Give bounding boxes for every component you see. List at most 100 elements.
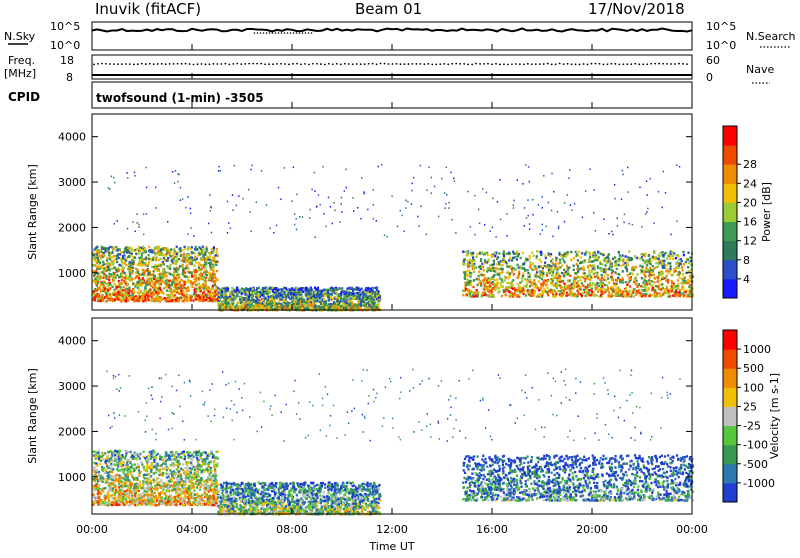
echo-cell xyxy=(128,292,130,294)
echo-cell xyxy=(148,254,150,256)
echo-cell xyxy=(671,285,673,287)
nave-dot xyxy=(384,63,386,65)
nsky-label: N.Sky xyxy=(4,30,36,43)
echo-cell xyxy=(206,274,208,276)
echo-cell xyxy=(142,246,144,248)
echo-cell xyxy=(242,288,244,290)
echo-cell xyxy=(554,276,556,278)
echo-cell xyxy=(589,256,591,258)
echo-cell xyxy=(170,248,172,250)
echo-cell xyxy=(171,260,173,262)
echo-cell xyxy=(636,257,638,259)
echo-cell xyxy=(309,299,311,301)
echo-cell xyxy=(93,254,95,256)
echo-cell xyxy=(136,249,138,251)
echo-cell xyxy=(643,269,645,271)
echo-cell xyxy=(346,295,348,297)
echo-cell xyxy=(538,289,540,291)
echo-cell xyxy=(201,264,203,266)
echo-cell xyxy=(545,290,547,292)
echo-cell xyxy=(577,285,579,287)
echo-cell xyxy=(540,283,542,285)
echo-cell xyxy=(550,267,552,269)
echo-cell xyxy=(325,295,327,297)
echo-cell xyxy=(666,285,668,287)
echo-cell xyxy=(100,289,102,291)
echo-cell xyxy=(504,279,506,281)
echo-cell xyxy=(121,282,123,284)
nave-dot xyxy=(483,63,485,65)
echo-cell xyxy=(176,253,178,255)
echo-cell xyxy=(225,300,227,302)
echo-cell xyxy=(150,290,152,292)
echo-cell xyxy=(660,289,662,291)
echo-cell xyxy=(509,257,511,259)
echo-cell xyxy=(155,281,157,283)
echo-cell xyxy=(114,283,116,285)
echo-cell xyxy=(496,263,498,265)
echo-cell xyxy=(669,295,671,297)
echo-cell xyxy=(142,269,144,271)
echo-cell xyxy=(545,280,547,282)
echo-cell xyxy=(214,280,216,282)
echo-cell xyxy=(588,292,590,294)
echo-cell xyxy=(202,248,204,250)
echo-cell xyxy=(661,260,663,262)
echo-cell xyxy=(590,294,592,296)
echo-cell xyxy=(118,283,120,285)
echo-cell xyxy=(683,254,685,256)
nave-dot xyxy=(531,63,533,65)
echo-cell xyxy=(143,297,145,299)
echo-cell xyxy=(205,280,207,282)
echo-cell xyxy=(534,265,536,267)
echo-cell xyxy=(641,270,643,272)
echo-cell xyxy=(301,296,303,298)
echo-cell xyxy=(98,268,100,270)
echo-cell xyxy=(93,290,95,292)
echo-cell xyxy=(529,289,531,291)
echo-cell xyxy=(555,293,557,295)
echo-cell xyxy=(645,280,647,282)
echo-cell xyxy=(184,271,186,273)
echo-cell xyxy=(191,286,193,288)
echo-cell xyxy=(319,297,321,299)
echo-cell xyxy=(683,263,685,265)
echo-cell xyxy=(598,256,600,258)
echo-cell xyxy=(102,295,104,297)
echo-cell xyxy=(281,307,283,309)
echo-cell xyxy=(594,284,596,286)
echo-cell xyxy=(195,261,197,263)
nave-dot xyxy=(543,63,545,65)
echo-cell xyxy=(540,273,542,275)
echo-cell xyxy=(221,307,223,309)
echo-cell xyxy=(647,262,649,264)
nsearch-dot xyxy=(263,32,265,34)
echo-cell xyxy=(687,290,689,292)
echo-cell xyxy=(671,280,673,282)
echo-cell xyxy=(289,290,291,292)
echo-cell xyxy=(574,280,576,282)
echo-cell xyxy=(600,278,602,280)
echo-cell xyxy=(111,252,113,254)
echo-cell xyxy=(573,283,575,285)
echo-cell xyxy=(478,278,480,280)
echo-cell xyxy=(579,276,581,278)
echo-cell xyxy=(687,266,689,268)
echo-cell xyxy=(502,253,504,255)
echo-cell xyxy=(210,275,212,277)
echo-cell xyxy=(536,255,538,257)
echo-cell xyxy=(575,272,577,274)
echo-cell xyxy=(132,294,134,296)
echo-cell xyxy=(574,295,576,297)
echo-cell xyxy=(369,302,371,304)
echo-cell xyxy=(188,260,190,262)
echo-cell xyxy=(645,267,647,269)
echo-cell xyxy=(540,287,542,289)
echo-cell xyxy=(359,297,361,299)
echo-cell xyxy=(590,265,592,267)
echo-cell xyxy=(103,281,105,283)
echo-cell xyxy=(566,265,568,267)
echo-cell xyxy=(182,255,184,257)
echo-cell xyxy=(215,299,217,301)
nave-dot xyxy=(328,63,330,65)
